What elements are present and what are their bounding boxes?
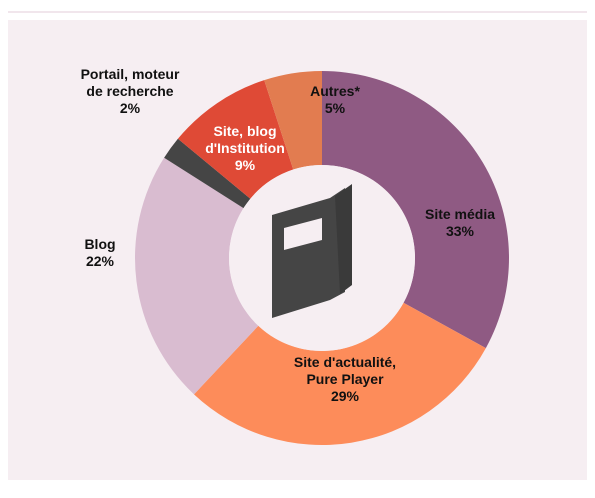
divider: [8, 11, 587, 13]
value-label: 22%: [85, 253, 115, 269]
value-label: 5%: [324, 100, 346, 116]
slice-label: Portail, moteur de recherche 2%: [80, 66, 180, 117]
book-icon: [272, 184, 352, 318]
category-label: Site, blog d'Institution: [205, 123, 285, 156]
value-label: 2%: [119, 100, 141, 116]
donut-slice: [264, 71, 322, 170]
slice-label: Autres* 5%: [295, 83, 375, 117]
slice-label: Site d'actualité, Pure Player 29%: [285, 354, 405, 405]
value-label: 29%: [330, 388, 360, 404]
category-label: Site média: [424, 206, 496, 222]
donut-slice: [177, 80, 294, 199]
donut-slice: [164, 138, 251, 209]
donut-slice: [193, 302, 486, 445]
value-label: 9%: [234, 157, 256, 173]
category-label: Site d'actualité, Pure Player: [293, 354, 397, 387]
category-label: Autres*: [310, 83, 360, 99]
donut-slice: [134, 157, 259, 395]
category-label: Blog: [84, 236, 116, 252]
category-label: Portail, moteur de recherche: [80, 66, 180, 99]
value-label: 33%: [445, 223, 475, 239]
slice-label: Blog 22%: [60, 236, 140, 270]
slice-label: Site média 33%: [405, 206, 515, 240]
slice-label: Site, blog d'Institution 9%: [190, 123, 300, 174]
donut-slice: [322, 71, 510, 349]
